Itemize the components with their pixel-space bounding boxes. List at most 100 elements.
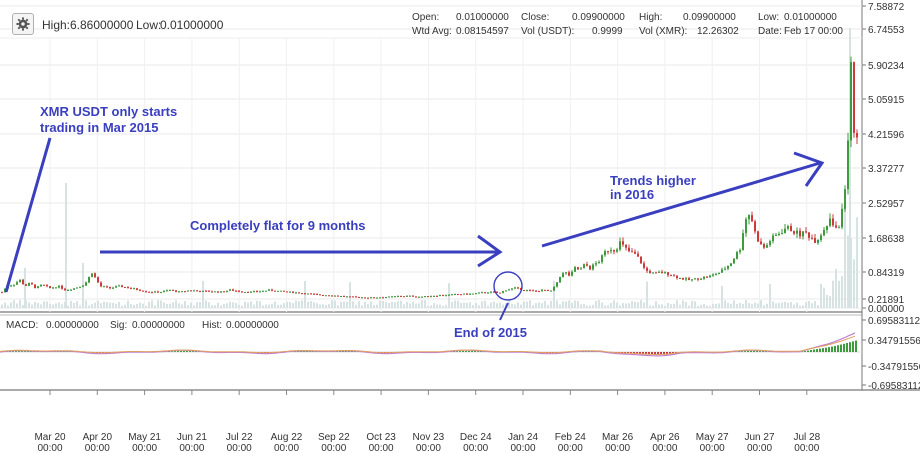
volume-bar [463, 302, 465, 308]
macd-hist-bar [27, 351, 29, 352]
macd-hist-bar [654, 352, 656, 355]
candle-body [580, 268, 582, 270]
arrow-start-line [4, 137, 52, 293]
candle-body [811, 237, 813, 239]
candle-body [127, 287, 129, 289]
candle-body [157, 291, 159, 293]
candle-body [292, 291, 294, 293]
volume-bar [391, 301, 393, 308]
volume-bar [40, 304, 42, 308]
candle-body [799, 230, 801, 237]
candle-body [85, 282, 87, 286]
candle-body [271, 289, 273, 291]
macd-tick-label: -0.69583112 [868, 381, 920, 392]
macd-hist-bar [183, 350, 185, 352]
x-tick-time: 00:00 [510, 443, 535, 453]
volume-bar [847, 235, 849, 308]
ohlc-wavg-value: 0.08154597 [456, 26, 509, 37]
volume-bar [145, 305, 147, 308]
candle-body [79, 286, 81, 288]
candle-body [550, 290, 552, 292]
volume-bar [358, 301, 360, 308]
macd-hist-bar [585, 351, 587, 352]
end-2015-circle [493, 271, 523, 301]
volume-bar [13, 300, 15, 308]
volume-bar [292, 302, 294, 308]
volume-bar [181, 304, 183, 308]
candle-body [373, 297, 375, 299]
candle-body [430, 296, 432, 298]
volume-bar [484, 300, 486, 308]
candle-body [712, 274, 714, 276]
volume-bar [565, 301, 567, 308]
candle-body [118, 285, 120, 287]
volume-bar [199, 301, 201, 308]
macd-hist-bar [660, 352, 662, 355]
candle-body [562, 273, 564, 278]
candle-body [403, 296, 405, 298]
candle-body [469, 293, 471, 295]
macd-label: MACD: [6, 320, 38, 331]
volume-bar [52, 304, 54, 308]
candle-body [361, 297, 363, 299]
candle-body [301, 293, 303, 295]
annotation-end-2015: End of 2015 [454, 325, 527, 340]
volume-bar [157, 300, 159, 308]
volume-bar [568, 300, 570, 308]
volume-bar [766, 303, 768, 308]
macd-hist-bar [453, 351, 455, 352]
candle-body [484, 292, 486, 294]
volume-bar [778, 303, 780, 308]
macd-hist-bar [765, 351, 767, 352]
candle-body [202, 290, 204, 292]
macd-hist-bar [813, 349, 815, 352]
volume-bar [46, 301, 48, 308]
candle-body [112, 287, 114, 289]
header-high-value: 6.86000000 [70, 18, 134, 32]
volume-bar [523, 301, 525, 308]
candle-body [685, 278, 687, 280]
macd-hist-bar [672, 352, 674, 354]
volume-bar [169, 303, 171, 308]
macd-hist-bar [843, 343, 845, 352]
candle-body [544, 289, 546, 291]
macd-hist-bar [465, 350, 467, 352]
x-tick-month: Mar 26 [602, 432, 634, 443]
volume-bar [544, 301, 546, 308]
x-tick-month: Jul 22 [226, 432, 253, 443]
ohlc-open-value: 0.01000000 [456, 12, 509, 23]
volume-bar [331, 300, 333, 308]
volume-bar [670, 304, 672, 308]
volume-bar [190, 302, 192, 308]
volume-bar [106, 302, 108, 308]
volume-bar [667, 302, 669, 308]
volume-bar [598, 300, 600, 308]
candle-body [853, 62, 855, 133]
candle-body [790, 226, 792, 232]
candle-body [643, 263, 645, 268]
candle-body [649, 270, 651, 274]
volume-bar [16, 303, 18, 308]
volume-bar [427, 305, 429, 308]
volume-bar [730, 303, 732, 308]
macd-hist-bar [828, 347, 830, 352]
candle-body [694, 278, 696, 280]
candle-body [487, 292, 489, 294]
volume-bar [610, 303, 612, 308]
volume-bar [436, 304, 438, 308]
volume-bar [220, 305, 222, 308]
volume-bar [193, 305, 195, 308]
settings-gear-button[interactable] [12, 13, 34, 35]
x-tick-month: Mar 20 [34, 432, 66, 443]
volume-bar [799, 305, 801, 308]
volume-bar [55, 303, 57, 308]
candle-body [442, 295, 444, 297]
volume-bar [646, 281, 648, 308]
y-tick-label: 0.84319 [868, 268, 905, 279]
volume-bar [849, 28, 851, 308]
candle-body [163, 290, 165, 293]
volume-bar [469, 302, 471, 308]
candle-body [232, 289, 234, 291]
volume-bar [235, 303, 237, 308]
volume-bar [700, 304, 702, 308]
